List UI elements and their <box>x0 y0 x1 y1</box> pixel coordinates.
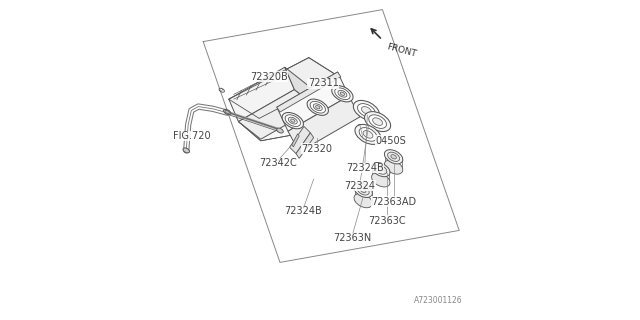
Text: A723001126: A723001126 <box>414 296 462 305</box>
Ellipse shape <box>332 86 353 102</box>
Ellipse shape <box>288 117 298 124</box>
Text: 72320: 72320 <box>301 144 332 154</box>
Ellipse shape <box>358 104 375 117</box>
Ellipse shape <box>291 119 295 122</box>
Polygon shape <box>239 107 339 141</box>
Ellipse shape <box>388 152 399 161</box>
Text: 72324B: 72324B <box>346 163 383 173</box>
Ellipse shape <box>363 131 373 138</box>
Text: 72311: 72311 <box>308 78 339 88</box>
Text: FRONT: FRONT <box>385 42 417 59</box>
Ellipse shape <box>353 100 380 120</box>
Ellipse shape <box>310 101 326 113</box>
Ellipse shape <box>338 90 347 97</box>
Ellipse shape <box>285 115 301 126</box>
Text: 72342C: 72342C <box>259 158 296 168</box>
Ellipse shape <box>355 124 381 144</box>
Ellipse shape <box>369 115 387 128</box>
Ellipse shape <box>357 186 369 195</box>
Text: 72324B: 72324B <box>285 206 322 216</box>
Ellipse shape <box>365 112 390 132</box>
Ellipse shape <box>375 165 387 174</box>
Polygon shape <box>290 126 310 154</box>
Polygon shape <box>288 96 360 152</box>
Polygon shape <box>277 72 349 131</box>
Text: 72363AD: 72363AD <box>371 196 416 207</box>
Ellipse shape <box>335 88 350 100</box>
Ellipse shape <box>225 110 229 114</box>
Polygon shape <box>239 90 317 139</box>
Ellipse shape <box>360 188 366 193</box>
Ellipse shape <box>391 155 396 159</box>
Ellipse shape <box>316 106 320 109</box>
Polygon shape <box>292 134 300 147</box>
Text: 0450S: 0450S <box>375 136 406 146</box>
Ellipse shape <box>354 183 372 197</box>
Text: FIG.720: FIG.720 <box>173 131 210 141</box>
Polygon shape <box>285 67 317 107</box>
Ellipse shape <box>223 109 231 115</box>
Ellipse shape <box>372 173 390 187</box>
Ellipse shape <box>307 99 328 115</box>
Text: 72320B: 72320B <box>250 72 287 82</box>
Polygon shape <box>296 133 314 158</box>
Polygon shape <box>229 58 339 118</box>
Ellipse shape <box>385 160 403 174</box>
Text: 72363N: 72363N <box>333 233 371 244</box>
Ellipse shape <box>372 118 383 125</box>
Ellipse shape <box>340 92 344 95</box>
Ellipse shape <box>385 150 403 164</box>
Ellipse shape <box>276 128 284 133</box>
Ellipse shape <box>378 167 383 172</box>
Ellipse shape <box>313 104 323 111</box>
Ellipse shape <box>362 107 371 114</box>
Polygon shape <box>277 72 340 112</box>
Ellipse shape <box>372 163 390 177</box>
Text: 72324: 72324 <box>344 180 376 191</box>
Polygon shape <box>229 67 294 122</box>
Ellipse shape <box>282 113 303 129</box>
Ellipse shape <box>183 148 189 153</box>
Ellipse shape <box>359 128 377 141</box>
Text: 72363C: 72363C <box>369 216 406 226</box>
Ellipse shape <box>354 194 372 208</box>
